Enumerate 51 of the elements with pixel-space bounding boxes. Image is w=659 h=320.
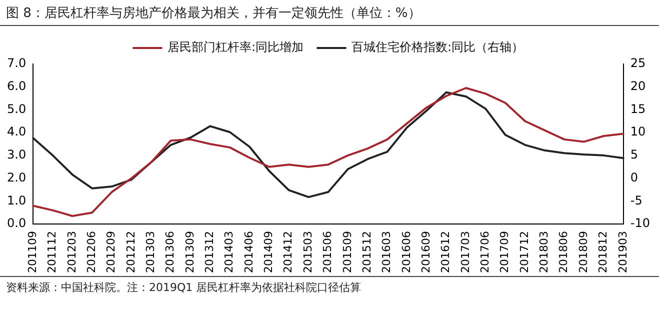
x-tick-label: 201709 bbox=[498, 231, 512, 274]
x-tick-label: 201109 bbox=[26, 231, 39, 274]
x-tick-label: 201412 bbox=[282, 231, 295, 274]
x-tick-label: 201212 bbox=[124, 231, 138, 274]
x-tick-label: 201603 bbox=[380, 231, 394, 274]
legend-label: 百城住宅价格指数:同比（右轴） bbox=[352, 40, 524, 54]
y2-tick-label: 10 bbox=[630, 124, 646, 139]
y2-tick-label: 20 bbox=[630, 78, 646, 93]
x-tick-label: 201609 bbox=[419, 231, 432, 274]
x-tick-label: 201706 bbox=[478, 231, 492, 274]
y-tick-label: 6.0 bbox=[6, 78, 26, 93]
x-tick-label: 201306 bbox=[164, 231, 177, 274]
y2-tick-label: -5 bbox=[630, 193, 642, 208]
x-tick-label: 201809 bbox=[576, 231, 590, 274]
y-tick-label: 3.0 bbox=[6, 148, 26, 162]
x-tick-label: 201506 bbox=[321, 231, 334, 274]
x-tick-label: 201312 bbox=[203, 231, 216, 274]
x-tick-label: 201403 bbox=[222, 231, 236, 274]
x-tick-label: 201509 bbox=[340, 231, 354, 274]
y2-tick-label: 0 bbox=[630, 170, 638, 184]
x-tick-label: 201612 bbox=[439, 231, 452, 274]
x-tick-label: 201903 bbox=[616, 231, 630, 274]
x-tick-label: 201303 bbox=[144, 231, 158, 274]
y-tick-label: 5.0 bbox=[6, 102, 26, 116]
x-tick-label: 201812 bbox=[596, 231, 610, 274]
y-tick-label: 1.0 bbox=[6, 193, 26, 208]
x-tick-label: 201803 bbox=[538, 231, 551, 274]
x-tick-label: 201606 bbox=[400, 231, 413, 274]
x-tick-label: 201503 bbox=[301, 231, 314, 274]
x-tick-label: 201406 bbox=[242, 231, 256, 274]
y-tick-label: 2.0 bbox=[6, 170, 26, 184]
y-tick-label: 4.0 bbox=[6, 124, 26, 139]
x-tick-label: 201203 bbox=[65, 231, 78, 274]
y2-tick-label: 25 bbox=[630, 56, 646, 70]
text: 资料来源：中国社科院。注：2019Q1 居民杠杆率为依据社科院口径估算 bbox=[0, 276, 659, 298]
x-tick-label: 201409 bbox=[262, 231, 276, 274]
x-tick-label: 201209 bbox=[104, 231, 118, 274]
y2-tick-label: 5 bbox=[630, 148, 638, 162]
x-tick-label: 201309 bbox=[183, 231, 196, 274]
x-tick-label: 201703 bbox=[458, 231, 472, 274]
x-tick-label: 201712 bbox=[518, 231, 531, 274]
legend-label: 居民部门杠杆率:同比增加 bbox=[167, 40, 304, 54]
y2-tick-label: 15 bbox=[630, 102, 646, 116]
y2-tick-label: -10 bbox=[630, 216, 650, 230]
x-tick-label: 201806 bbox=[557, 231, 570, 274]
x-tick-label: 201112 bbox=[46, 231, 59, 274]
y-tick-label: 0.0 bbox=[6, 216, 26, 230]
x-tick-label: 201206 bbox=[84, 231, 98, 274]
chart-title: 图 8：居民杠杆率与房地产价格最为相关，并有一定领先性（单位：%） bbox=[0, 0, 659, 26]
x-tick-label: 201512 bbox=[360, 231, 374, 274]
y-tick-label: 7.0 bbox=[6, 56, 26, 70]
